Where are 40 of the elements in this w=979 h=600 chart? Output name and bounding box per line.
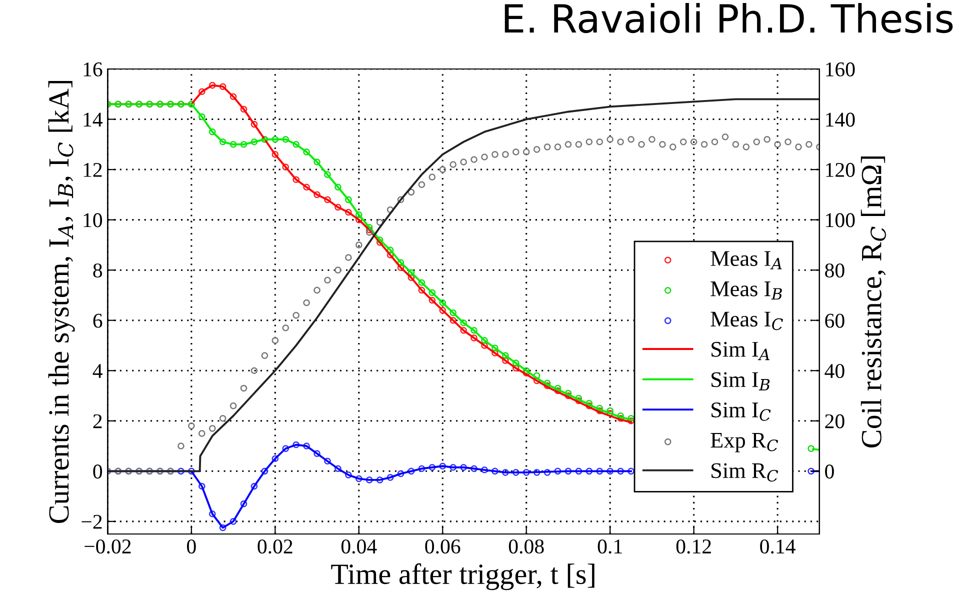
x-tick-label: 0.02 — [258, 539, 292, 554]
legend-label: Sim I$_{B}$ — [712, 372, 770, 390]
y2-tick-label: 100 — [826, 213, 855, 228]
y-tick-label: 8 — [93, 263, 102, 278]
y-tick-label: 16 — [84, 62, 102, 76]
y-tick-label: 10 — [84, 213, 102, 228]
legend-label: Sim I$_{A}$ — [712, 342, 770, 360]
y2-tick-label: 160 — [826, 62, 855, 76]
x-tick-label: 0.04 — [341, 539, 377, 554]
y2-tick-label: 40 — [824, 364, 844, 378]
x-tick-label: 0.1 — [598, 539, 622, 554]
y2-tick-label: 20 — [825, 414, 844, 428]
x-axis-title: Time after trigger, t [s] — [331, 563, 594, 590]
y-tick-label: 6 — [93, 314, 102, 328]
y-axis-title: Currents in the system, I$_{A}$, I$_{B}$, I$_{C}$ [kA] — [48, 81, 75, 523]
y-tick-label: −2 — [82, 514, 102, 529]
legend-label: Meas I$_{C}$ — [710, 312, 783, 330]
y2-tick-label: 0 — [825, 464, 834, 479]
y-tick-label: 12 — [84, 162, 102, 177]
legend-label: Meas I$_{B}$ — [710, 282, 782, 300]
y-tick-label: 0 — [93, 464, 102, 479]
legend-label: Meas I$_{A}$ — [710, 251, 782, 270]
y2-tick-label: 120 — [826, 162, 855, 177]
x-tick-label: 0.06 — [425, 539, 460, 554]
y2-tick-label: 80 — [825, 263, 844, 278]
y-tick-label: 14 — [84, 112, 103, 126]
x-tick-label: 0 — [187, 539, 196, 554]
y2-tick-label: 60 — [825, 314, 844, 328]
legend-label: Sim I$_{C}$ — [712, 402, 771, 421]
x-tick-label: 0.12 — [676, 539, 711, 554]
x-tick-label: −0.02 — [84, 539, 131, 554]
legend-label: Sim R$_{C}$ — [712, 463, 778, 482]
legend-label: Exp R$_{C}$ — [710, 432, 778, 452]
text: E. Ravaioli Ph.D. Thesis — [504, 3, 953, 34]
y-tick-label: 2 — [93, 414, 102, 428]
y2-tick-label: 140 — [826, 112, 855, 127]
y-tick-label: 4 — [92, 364, 103, 378]
x-tick-label: 0.08 — [508, 539, 544, 554]
y2-axis-title: Coil resistance, R$_{C}$ [mΩ] — [860, 156, 886, 448]
x-tick-label: 0.14 — [760, 539, 796, 554]
